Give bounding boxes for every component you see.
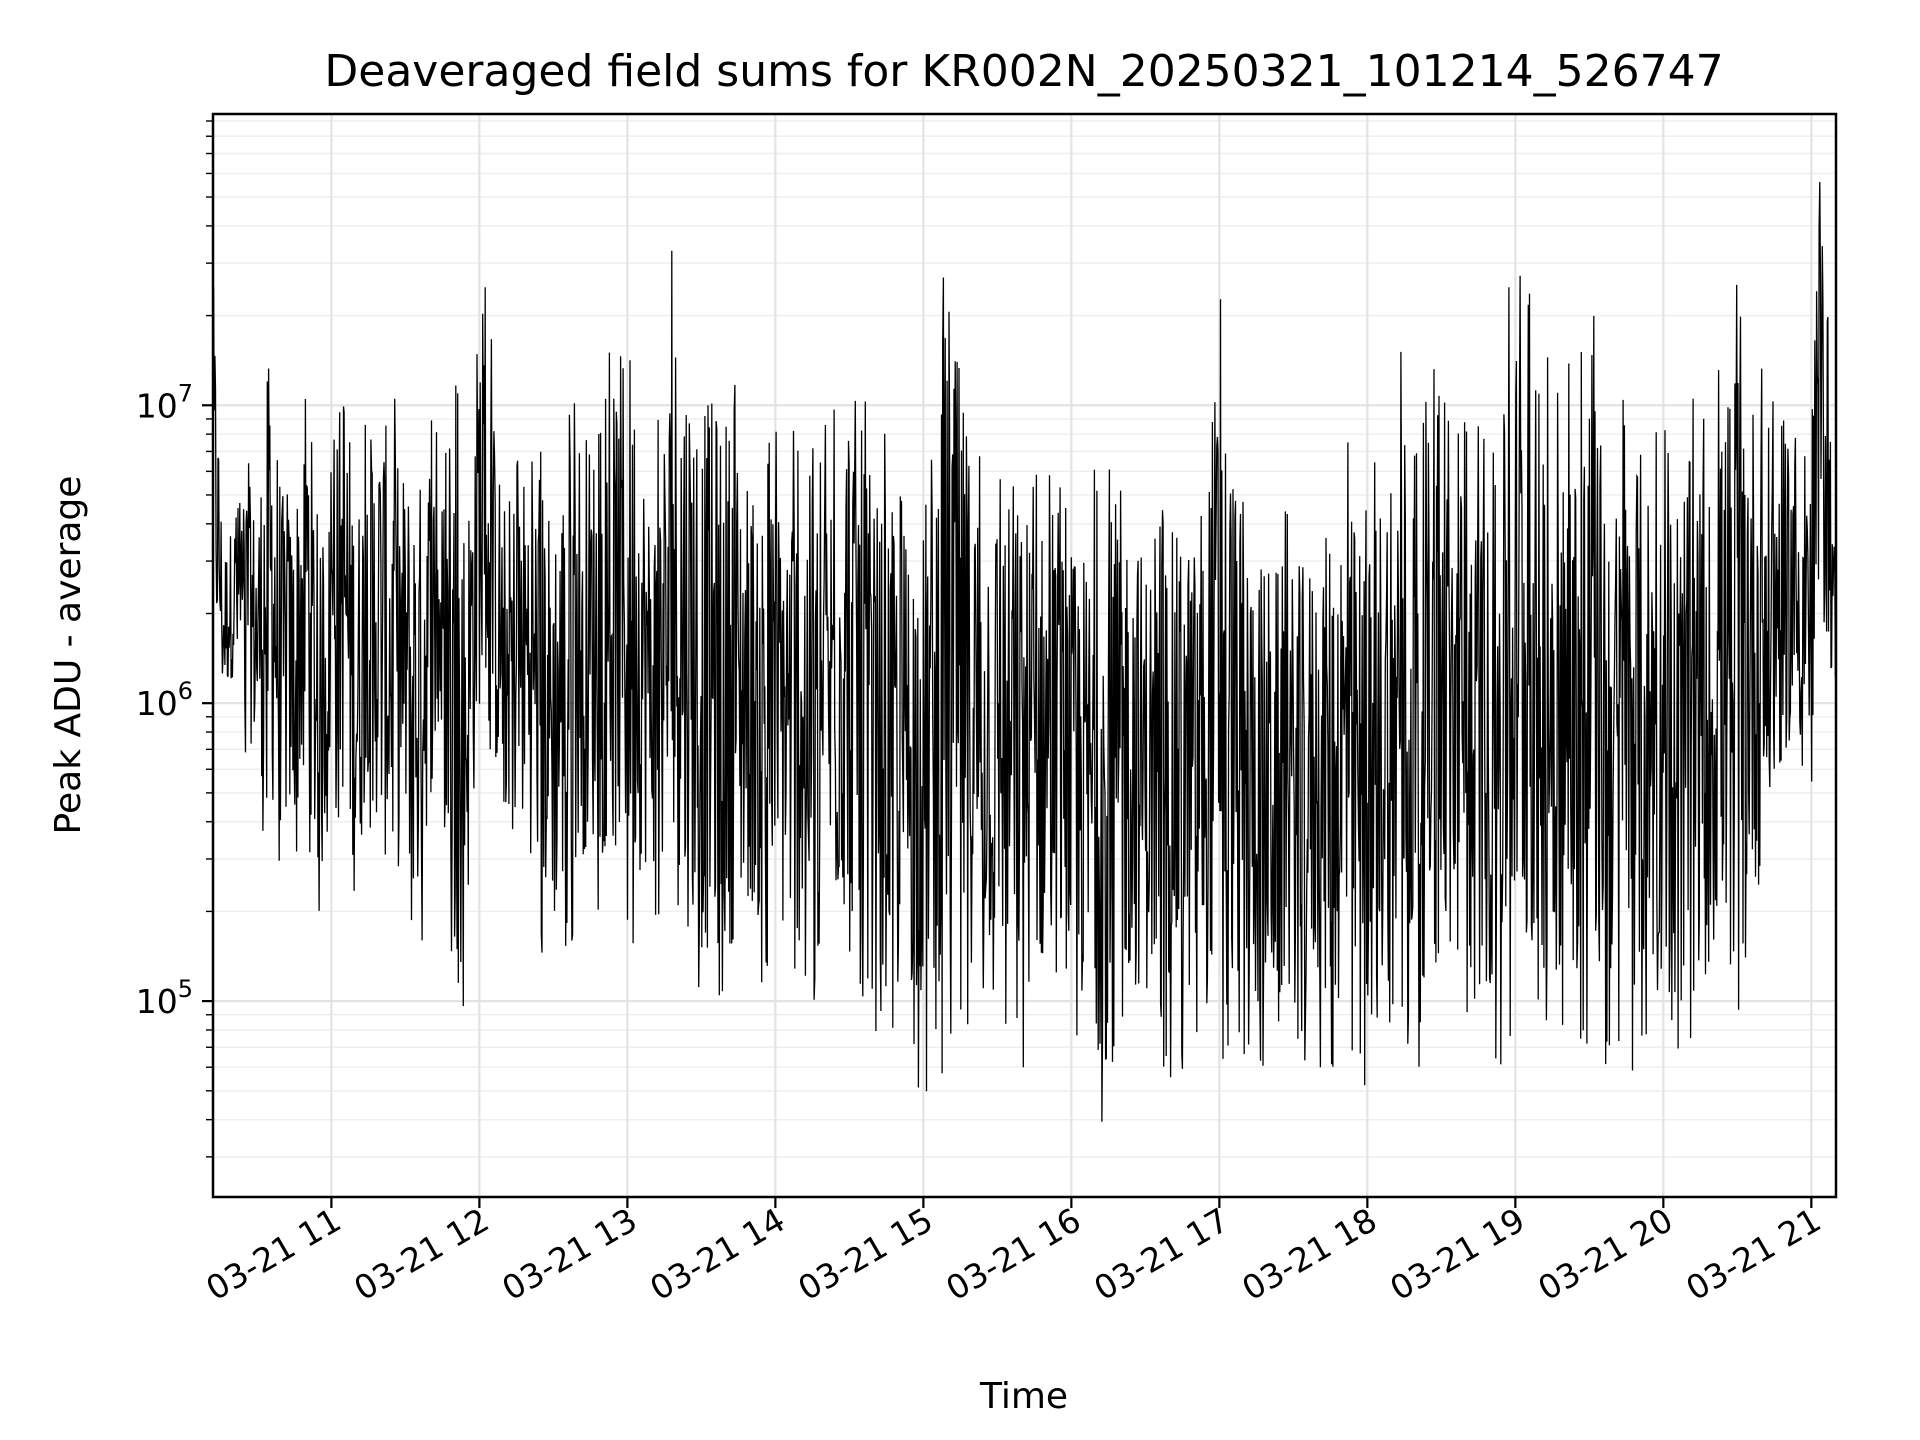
x-tick-label: 03-21 15 xyxy=(791,1200,939,1308)
x-tick-label: 03-21 11 xyxy=(199,1200,347,1308)
x-tick-label: 03-21 14 xyxy=(643,1200,791,1308)
y-tick-label: 106 xyxy=(136,677,193,723)
x-tick-label: 03-21 16 xyxy=(939,1200,1087,1308)
x-tick-label: 03-21 20 xyxy=(1531,1200,1679,1308)
x-tick-label: 03-21 18 xyxy=(1235,1200,1383,1308)
y-axis-label: Peak ADU - average xyxy=(48,476,89,835)
y-tick-label: 105 xyxy=(136,975,193,1021)
plot-frame xyxy=(211,112,1838,1199)
x-tick-label: 03-21 19 xyxy=(1383,1200,1531,1308)
series-line-group xyxy=(212,181,1837,1122)
x-tick-label: 03-21 12 xyxy=(347,1200,495,1308)
x-tick-label: 03-21 21 xyxy=(1679,1200,1827,1308)
chart-title: Deaveraged field sums for KR002N_2025032… xyxy=(324,46,1723,97)
x-axis-label: Time xyxy=(979,1376,1068,1417)
series-line xyxy=(212,181,1837,1122)
x-tick-label: 03-21 17 xyxy=(1087,1200,1235,1308)
x-tick-label: 03-21 13 xyxy=(495,1200,643,1308)
y-tick-label: 107 xyxy=(136,379,193,425)
